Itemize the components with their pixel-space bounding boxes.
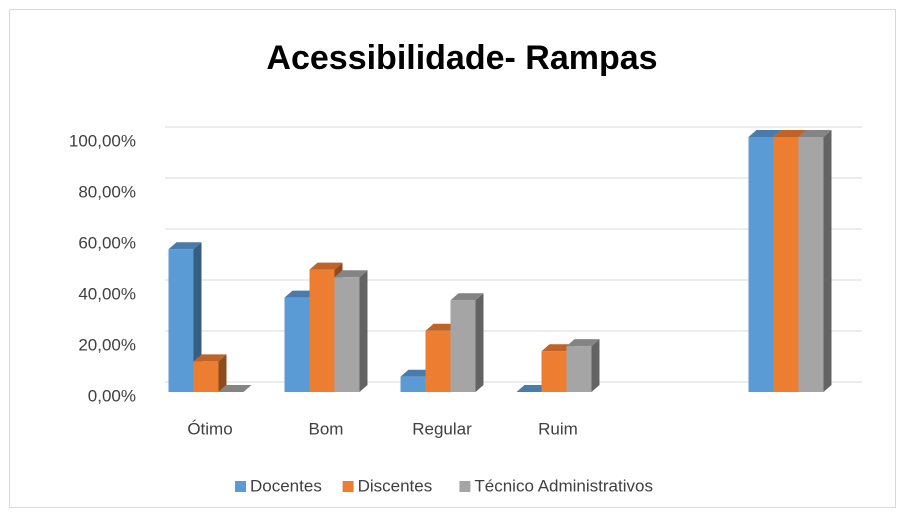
legend-swatch <box>235 481 246 492</box>
legend-label: Discentes <box>358 476 433 495</box>
bar-top <box>773 130 807 137</box>
y-tick-label: 20,00% <box>78 335 136 354</box>
legend-swatch <box>459 481 471 492</box>
x-tick-label: Bom <box>309 419 344 438</box>
y-tick-label: 80,00% <box>78 182 136 201</box>
bar <box>193 354 227 392</box>
bar-top <box>193 354 227 362</box>
bar-top <box>425 323 459 331</box>
bar-side <box>359 270 368 392</box>
bar-front <box>400 376 426 392</box>
bar-top <box>541 344 575 352</box>
bar <box>798 130 832 392</box>
bar <box>450 293 484 392</box>
bar <box>516 385 550 392</box>
bar <box>566 339 600 392</box>
bar-top <box>748 130 782 137</box>
y-tick-label: 0,00% <box>88 386 136 405</box>
bar-front <box>798 137 824 392</box>
bar-top <box>309 262 343 270</box>
bar-top <box>218 385 252 392</box>
bar-side <box>475 293 484 392</box>
legend-swatch <box>342 481 354 492</box>
bar-front <box>748 137 774 392</box>
y-tick-label: 40,00% <box>78 284 136 303</box>
bar <box>168 242 202 392</box>
bar-front <box>450 300 476 392</box>
y-tick-label: 60,00% <box>78 233 136 252</box>
bar-front <box>309 269 335 392</box>
bar-top <box>516 385 550 392</box>
bar <box>218 385 252 392</box>
bar-top <box>284 290 318 298</box>
bar-side <box>193 242 202 392</box>
y-tick-label: 100,00% <box>69 131 136 150</box>
bar-front <box>425 330 451 392</box>
bar <box>334 270 368 392</box>
legend-label: Técnico Administrativos <box>474 476 653 495</box>
bar-side <box>823 130 832 392</box>
legend-label: Docentes <box>250 476 322 495</box>
bar-top <box>334 270 368 278</box>
bar-front <box>566 346 592 392</box>
x-tick-label: Ruim <box>538 419 578 438</box>
x-tick-label: Regular <box>412 419 472 438</box>
chart-border <box>9 9 896 508</box>
x-tick-label: Ótimo <box>187 419 232 438</box>
bar-front <box>284 297 310 392</box>
bar-top <box>400 369 434 377</box>
bar-front <box>773 137 799 392</box>
bar-top <box>566 339 600 347</box>
bar-side <box>591 339 600 392</box>
bar-front <box>541 351 567 392</box>
chart-title: Acessibilidade- Rampas <box>266 39 657 77</box>
bar-front <box>168 249 194 392</box>
bar-top <box>798 130 832 137</box>
bar-front <box>334 277 360 392</box>
bar-top <box>450 293 484 301</box>
bar-front <box>193 361 219 392</box>
bar-side <box>218 354 227 392</box>
bar-top <box>168 242 202 250</box>
